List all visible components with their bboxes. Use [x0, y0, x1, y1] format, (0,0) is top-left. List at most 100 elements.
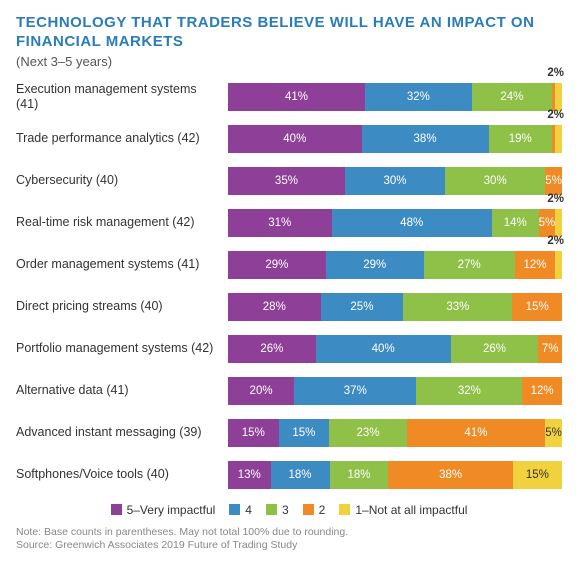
bar-row: Direct pricing streams (40)28%25%33%15% — [16, 289, 562, 325]
bar-row: Softphones/Voice tools (40)13%18%18%38%1… — [16, 457, 562, 493]
legend-label: 1–Not at all impactful — [355, 503, 467, 517]
bar-segment-value: 24% — [500, 91, 523, 103]
stacked-bar: 20% 37% 32% 12% — [228, 377, 562, 405]
bar-segment-value: 37% — [344, 385, 367, 397]
bar-segment-value: 41% — [285, 91, 308, 103]
bar-segment: 18% — [330, 461, 389, 489]
bar-segment-value: 33% — [446, 301, 469, 313]
bar-segment-value: 29% — [363, 259, 386, 271]
bar-segment: 33% — [403, 293, 512, 321]
bar-segment: 15% — [279, 419, 330, 447]
bar-segment-value: 12% — [531, 385, 554, 397]
stacked-bar: 35% 30% 30% 5% — [228, 167, 562, 195]
bar-segment: 37% — [294, 377, 416, 405]
bar-segment-value: 30% — [484, 175, 507, 187]
bar-segment-value: 48% — [400, 217, 423, 229]
bar-segment-value: 35% — [275, 175, 298, 187]
bar-segment-value: 27% — [458, 259, 481, 271]
bar-segment-value: 38% — [439, 469, 462, 481]
bar-segment: 29% — [228, 251, 326, 279]
bar-row: Execution management systems (41) 41% 32% 2… — [16, 79, 562, 115]
chart-title: TECHNOLOGY THAT TRADERS BELIEVE WILL HAV… — [16, 14, 562, 52]
bar-segment-value: 26% — [260, 343, 283, 355]
bar-segment: 15% — [512, 293, 562, 321]
bar-segment-value: 26% — [483, 343, 506, 355]
bar-row-label: Portfolio management systems (42) — [16, 341, 228, 356]
bar-segment: 12% — [515, 251, 555, 279]
bar-segment-value: 18% — [347, 469, 370, 481]
bar-row-label: Softphones/Voice tools (40) — [16, 467, 228, 482]
bar-segment: 25% — [321, 293, 404, 321]
bar-callout-label: 2% — [547, 235, 564, 247]
bar-segment-value: 15% — [292, 427, 315, 439]
legend-item: 5–Very impactful — [111, 503, 216, 517]
footnote-line: Source: Greenwich Associates 2019 Future… — [16, 539, 562, 553]
bar-segment-value: 18% — [289, 469, 312, 481]
bar-segment-value: 5% — [545, 175, 562, 187]
bar-segment-value: 14% — [504, 217, 527, 229]
bar-row: Advanced instant messaging (39)15%15%23%… — [16, 415, 562, 451]
legend-swatch — [229, 504, 240, 515]
bar-segment: 40% — [228, 125, 362, 153]
bar-segment: 14% — [492, 209, 539, 237]
bar-segment: 35% — [228, 167, 345, 195]
bar-segment-value: 15% — [526, 301, 549, 313]
bar-segment: 5% — [539, 209, 556, 237]
bar-segment-value: 29% — [265, 259, 288, 271]
bar-segment: 32% — [365, 83, 472, 111]
bar-segment-value: 12% — [523, 259, 546, 271]
bar-segment: 29% — [326, 251, 424, 279]
bar-segment: 30% — [445, 167, 545, 195]
bar-row-label: Advanced instant messaging (39) — [16, 425, 228, 440]
bar-row-label: Execution management systems (41) — [16, 82, 228, 112]
bar-segment: 19% — [489, 125, 552, 153]
bar-segment: 38% — [388, 461, 512, 489]
bar-segment-value: 30% — [383, 175, 406, 187]
bar-row: Cybersecurity (40)35%30%30%5% — [16, 163, 562, 199]
bar-segment: 41% — [407, 419, 545, 447]
stacked-bar: 13%18%18%38%15% — [228, 461, 562, 489]
bar-segment: 18% — [271, 461, 330, 489]
bar-segment-value: 38% — [414, 133, 437, 145]
bar-row: Portfolio management systems (42) 26% 40% 2… — [16, 331, 562, 367]
chart-footnotes: Note: Base counts in parentheses. May no… — [16, 525, 562, 553]
bar-segment-value: 41% — [464, 427, 487, 439]
bar-segment — [555, 125, 562, 153]
bar-row-label: Trade performance analytics (42) — [16, 131, 228, 146]
stacked-bar: 31%48%14%5% — [228, 209, 562, 237]
bar-segment: 26% — [451, 335, 539, 363]
bar-segment — [555, 83, 562, 111]
bar-segment: 28% — [228, 293, 321, 321]
bar-segment-value: 40% — [372, 343, 395, 355]
bar-segment: 41% — [228, 83, 365, 111]
legend-item: 3 — [266, 503, 289, 517]
bar-row-label: Real-time risk management (42) — [16, 215, 228, 230]
bar-segment: 48% — [332, 209, 492, 237]
legend-swatch — [111, 504, 122, 515]
bar-segment: 5% — [545, 167, 562, 195]
bar-segment: 38% — [362, 125, 489, 153]
bar-segment-value: 20% — [250, 385, 273, 397]
bar-segment: 40% — [316, 335, 451, 363]
bar-segment: 15% — [228, 419, 279, 447]
stacked-bar: 40% 38% 19% — [228, 125, 562, 153]
stacked-bar: 28% 25% 33% 15% — [228, 293, 562, 321]
bar-segment: 24% — [472, 83, 552, 111]
bar-segment: 30% — [345, 167, 445, 195]
chart-subtitle: (Next 3–5 years) — [16, 54, 562, 69]
bar-segment-value: 28% — [263, 301, 286, 313]
bar-row: Trade performance analytics (42)40% 38% 19… — [16, 121, 562, 157]
footnote-line: Note: Base counts in parentheses. May no… — [16, 526, 562, 540]
bar-wrap: 13%18%18%38%15% — [228, 461, 562, 489]
bar-callout-label: 2% — [547, 109, 564, 121]
bar-row-label: Alternative data (41) — [16, 383, 228, 398]
bar-segment-value: 32% — [458, 385, 481, 397]
legend-label: 2 — [319, 503, 326, 517]
bar-segment-value: 23% — [356, 427, 379, 439]
bar-segment: 23% — [329, 419, 407, 447]
bar-segment-value: 5% — [545, 427, 562, 439]
bar-segment: 26% — [228, 335, 316, 363]
bar-callout-label: 2% — [547, 67, 564, 79]
bar-wrap: 15% 15% 23% 41% 5% — [228, 419, 562, 447]
legend-swatch — [303, 504, 314, 515]
